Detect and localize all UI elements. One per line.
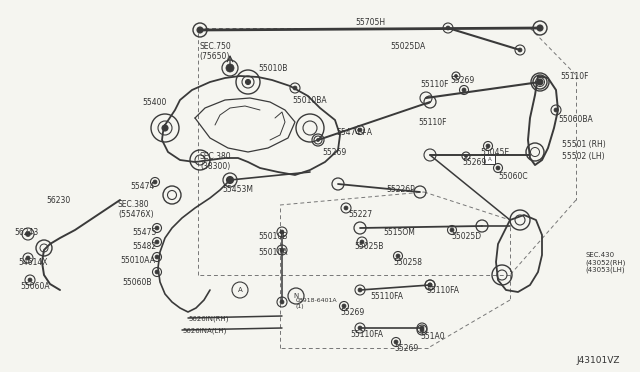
Circle shape — [153, 180, 157, 184]
Text: SEC.430
(43052(RH)
(43053(LH): SEC.430 (43052(RH) (43053(LH) — [585, 252, 625, 273]
Circle shape — [537, 79, 543, 85]
Circle shape — [246, 80, 250, 84]
Text: 55060A: 55060A — [20, 282, 50, 291]
Text: 55110FA: 55110FA — [426, 286, 459, 295]
Text: 5515OM: 5515OM — [383, 228, 415, 237]
Text: 55110FA: 55110FA — [350, 330, 383, 339]
Circle shape — [280, 300, 284, 304]
Text: 55502 (LH): 55502 (LH) — [562, 152, 605, 161]
Text: 55045E: 55045E — [480, 148, 509, 157]
Circle shape — [155, 240, 159, 244]
Circle shape — [454, 74, 458, 77]
Text: A: A — [237, 287, 243, 293]
Circle shape — [420, 326, 424, 330]
Text: SEC.380
(38300): SEC.380 (38300) — [200, 152, 232, 171]
Circle shape — [518, 48, 522, 52]
Text: 55010AA: 55010AA — [120, 256, 155, 265]
Text: 55110F: 55110F — [560, 72, 589, 81]
Circle shape — [394, 340, 398, 344]
Text: 56230: 56230 — [46, 196, 70, 205]
Text: 55227: 55227 — [348, 210, 372, 219]
Text: 55269: 55269 — [322, 148, 346, 157]
Text: 55400: 55400 — [142, 98, 166, 107]
Circle shape — [155, 270, 159, 274]
Text: 5626INA(LH): 5626INA(LH) — [182, 328, 227, 334]
Text: 55060BA: 55060BA — [558, 115, 593, 124]
Text: 55269: 55269 — [450, 76, 474, 85]
Circle shape — [358, 326, 362, 330]
Text: 54614X: 54614X — [18, 258, 47, 267]
Text: 55474+A: 55474+A — [336, 128, 372, 137]
Text: 550258: 550258 — [393, 258, 422, 267]
Text: A: A — [488, 157, 492, 162]
Circle shape — [358, 128, 362, 132]
Text: 08918-6401A
(1): 08918-6401A (1) — [296, 298, 338, 309]
Circle shape — [486, 144, 490, 148]
Text: J43101VZ: J43101VZ — [576, 356, 620, 365]
Text: 55453M: 55453M — [222, 185, 253, 194]
Circle shape — [227, 176, 234, 183]
Text: 55226P: 55226P — [386, 185, 415, 194]
Text: 55010BA: 55010BA — [292, 96, 326, 105]
Circle shape — [344, 206, 348, 210]
Text: 55501 (RH): 55501 (RH) — [562, 140, 605, 149]
Circle shape — [358, 288, 362, 292]
FancyBboxPatch shape — [484, 155, 495, 164]
Circle shape — [26, 231, 31, 237]
Circle shape — [360, 240, 364, 244]
Circle shape — [537, 25, 543, 31]
Text: 55025B: 55025B — [354, 242, 383, 251]
Circle shape — [26, 256, 30, 260]
Circle shape — [280, 248, 284, 252]
Text: 55010B: 55010B — [258, 232, 287, 241]
Text: SEC.380
(55476X): SEC.380 (55476X) — [118, 200, 154, 219]
Text: 551A0: 551A0 — [420, 332, 445, 341]
Text: 55269: 55269 — [462, 158, 486, 167]
Text: 55474: 55474 — [130, 182, 154, 191]
Text: 55110F: 55110F — [418, 118, 447, 127]
Circle shape — [197, 27, 203, 33]
Text: 55475: 55475 — [132, 228, 156, 237]
Text: 56243: 56243 — [14, 228, 38, 237]
Circle shape — [428, 283, 432, 287]
Text: 55110F: 55110F — [420, 80, 449, 89]
Text: 55060B: 55060B — [122, 278, 152, 287]
Text: N: N — [293, 293, 299, 299]
Circle shape — [226, 64, 234, 72]
Text: 55010B: 55010B — [258, 64, 287, 73]
Text: 55025DA: 55025DA — [390, 42, 425, 51]
Circle shape — [420, 328, 424, 332]
Circle shape — [317, 138, 319, 141]
Circle shape — [554, 108, 558, 112]
Text: 5626IN(RH): 5626IN(RH) — [188, 316, 228, 323]
Text: 55482: 55482 — [132, 242, 156, 251]
Text: 55705H: 55705H — [355, 18, 385, 27]
Circle shape — [462, 88, 466, 92]
Text: 55269: 55269 — [340, 308, 364, 317]
Text: 55269: 55269 — [394, 344, 419, 353]
Circle shape — [155, 255, 159, 259]
Circle shape — [428, 283, 432, 287]
Circle shape — [446, 26, 450, 30]
Circle shape — [293, 86, 297, 90]
Text: 55025D: 55025D — [451, 232, 481, 241]
Circle shape — [28, 278, 32, 282]
Circle shape — [450, 228, 454, 232]
Text: 55060C: 55060C — [498, 172, 527, 181]
Circle shape — [396, 254, 400, 258]
Circle shape — [496, 166, 500, 170]
Text: SEC.750
(75650): SEC.750 (75650) — [199, 42, 231, 61]
Text: 55110FA: 55110FA — [370, 292, 403, 301]
Circle shape — [162, 125, 168, 131]
Circle shape — [465, 154, 467, 157]
Circle shape — [155, 226, 159, 230]
Circle shape — [342, 304, 346, 308]
Circle shape — [280, 230, 284, 234]
Text: 55010A: 55010A — [258, 248, 287, 257]
